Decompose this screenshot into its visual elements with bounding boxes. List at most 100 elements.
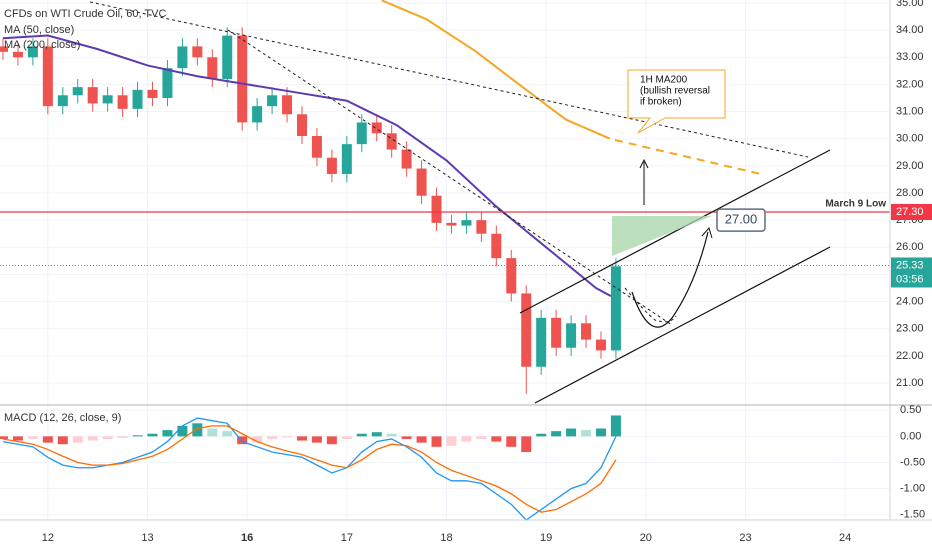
countdown: 03:56 (896, 273, 924, 285)
histogram-bar (326, 436, 337, 445)
target-box (716, 208, 766, 232)
x-tick-label: 16 (241, 532, 253, 544)
histogram-bar (57, 436, 68, 445)
histogram-bar (222, 431, 233, 437)
y-tick-label: 22.00 (896, 350, 924, 362)
histogram-bar (252, 436, 263, 443)
histogram-bar (177, 425, 188, 437)
candle-body (192, 46, 203, 58)
candle-body (102, 95, 113, 104)
histogram-bar (102, 436, 113, 439)
histogram-bar (282, 436, 293, 438)
histogram-bar (581, 430, 592, 437)
moving-average (381, 0, 611, 140)
candle-body (386, 133, 397, 150)
callout (627, 69, 726, 134)
price-tag-label: 25.33 (896, 259, 924, 271)
histogram-bar (446, 436, 457, 446)
y-tick-label: 0.50 (900, 404, 921, 416)
candle-body (356, 122, 367, 145)
histogram-bar (551, 431, 562, 437)
histogram-bar (87, 436, 98, 441)
y-tick-label: 26.00 (896, 241, 924, 253)
channel-lower (534, 246, 831, 404)
macd-line (2, 425, 617, 513)
price-tag (891, 204, 932, 221)
histogram-bar (132, 435, 143, 437)
candle-body (117, 95, 128, 109)
y-tick-label: 34.00 (896, 24, 924, 36)
x-tick-label: 13 (141, 532, 153, 544)
histogram-bar (237, 436, 248, 445)
candle-body (446, 222, 457, 226)
histogram-bar (192, 423, 203, 437)
moving-average (2, 34, 612, 298)
candle-body (566, 323, 577, 348)
histogram-bar (401, 436, 412, 439)
histogram-bar (416, 436, 427, 443)
projection-arrow (631, 231, 709, 328)
histogram-bar (72, 436, 83, 443)
y-tick-label: 33.00 (896, 51, 924, 63)
histogram-bar (386, 433, 397, 437)
candle-body (416, 168, 427, 196)
y-tick-label: 21.00 (896, 377, 924, 389)
candle-body (87, 87, 98, 104)
histogram-bar (162, 430, 173, 437)
candle-body (536, 317, 547, 367)
histogram-bar (117, 436, 128, 438)
legend-entry: MA (50, close) (4, 24, 74, 36)
candle-body (177, 46, 188, 69)
candle-body (311, 135, 322, 158)
histogram-bar (431, 436, 442, 447)
annotation: 1H MA200 (640, 75, 688, 86)
x-tick-label: 17 (341, 532, 353, 544)
histogram-bar (521, 436, 532, 453)
histogram-bar (311, 436, 322, 443)
candle-body (610, 266, 621, 351)
histogram-bar (42, 436, 53, 443)
y-tick-label: 35.00 (896, 0, 924, 9)
candle-body (296, 114, 307, 136)
x-tick-label: 19 (540, 532, 552, 544)
x-tick-label: 23 (739, 532, 751, 544)
candle-body (72, 87, 83, 96)
ma200-projection (614, 139, 766, 176)
projection-path (624, 287, 677, 323)
candle-body (551, 317, 562, 348)
candle-body (506, 258, 517, 294)
histogram-bar (461, 436, 472, 442)
candle-body (267, 95, 278, 107)
histogram-bar (12, 436, 23, 441)
price-tag-label: 27.30 (896, 206, 924, 218)
candle-body (401, 149, 412, 169)
y-tick-label: 28.00 (896, 187, 924, 199)
candle-body (461, 220, 472, 226)
target-zone (612, 216, 712, 256)
candle-body (0, 46, 8, 52)
histogram-bar (27, 436, 38, 439)
y-tick-label: 23.00 (896, 323, 924, 335)
candle-body (162, 68, 173, 98)
drawings (89, 1, 831, 404)
y-tick-label: 24.00 (896, 295, 924, 307)
annotation: if broken) (640, 97, 682, 108)
candle-body (252, 106, 263, 123)
histogram-bar (0, 436, 8, 439)
y-tick-label: 0.00 (900, 430, 921, 442)
histogram-bar (147, 433, 158, 437)
candle-body (207, 57, 218, 79)
marks (0, 0, 890, 521)
candle-body (341, 144, 352, 174)
x-tick-label: 24 (839, 532, 851, 544)
histogram-bar (341, 436, 352, 439)
chart-title: CFDs on WTI Crude Oil, 60, TVC (4, 8, 166, 20)
y-tick-label: -1.50 (900, 509, 925, 521)
histogram-bar (476, 436, 487, 439)
histogram-bar (267, 436, 278, 439)
histogram-bar (356, 433, 367, 437)
candle-body (595, 339, 606, 351)
candle-body (147, 89, 158, 98)
